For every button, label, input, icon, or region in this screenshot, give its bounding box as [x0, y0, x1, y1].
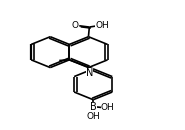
- Text: N: N: [86, 68, 93, 78]
- Text: OH: OH: [101, 103, 114, 112]
- Text: B: B: [90, 102, 97, 112]
- Text: O: O: [72, 21, 79, 30]
- Text: OH: OH: [95, 21, 109, 30]
- Text: OH: OH: [86, 112, 100, 121]
